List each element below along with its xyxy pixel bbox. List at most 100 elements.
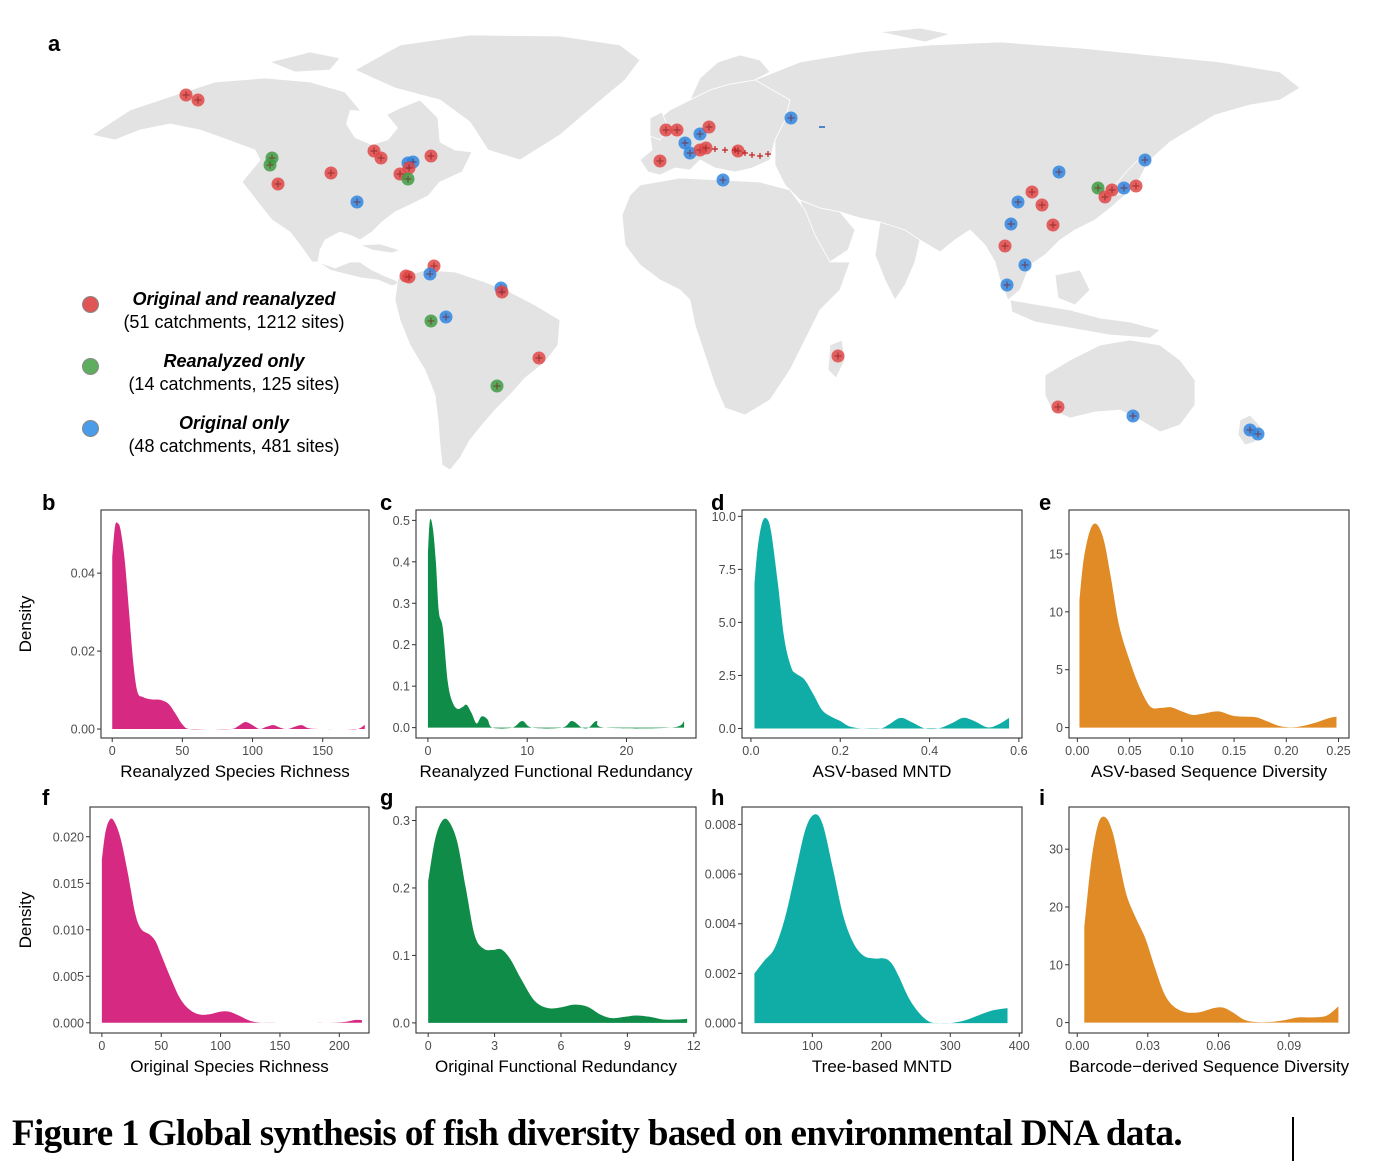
density-plot-e: 0.00 0.05 0.10 0.15 0.20 0.25 0 5 10 15 ASV-based …: [1049, 509, 1351, 781]
site-cross-icon: [1246, 426, 1254, 434]
y-tick-label: 0.5: [393, 514, 410, 528]
x-tick-label: 0.00: [1065, 744, 1089, 758]
x-tick-label: 0.03: [1136, 1039, 1160, 1053]
panel-label-c: c: [380, 490, 393, 515]
y-tick-label: 15: [1049, 547, 1063, 561]
y-tick-label: 5: [1056, 663, 1063, 677]
x-tick-label: 0.06: [1206, 1039, 1230, 1053]
legend-item-original-and-reanalyzed: Original and reanalyzed (51 catchments, …: [78, 288, 378, 350]
x-tick-label: 0.4: [921, 744, 938, 758]
legend-dot-blue: [82, 420, 99, 437]
site-cross-icon: [1108, 186, 1116, 194]
x-tick-label: 50: [175, 744, 189, 758]
x-axis-title: Reanalyzed Functional Redundancy: [419, 762, 693, 781]
site-cross-icon: [1007, 220, 1015, 228]
plot-border: [1068, 806, 1350, 1034]
site-cross-icon: [722, 147, 728, 153]
density-plot-h: 100 200 300 400 0.000 0.002 0.004 0.006 0.008 Tre…: [705, 806, 1030, 1076]
site-cross-icon: [673, 126, 681, 134]
hudson-bay: [346, 110, 398, 145]
y-tick-label: 0.2: [393, 881, 410, 895]
plot-border: [415, 509, 697, 739]
land-australia: [1044, 339, 1196, 433]
x-axis-title: Original Species Richness: [130, 1057, 328, 1076]
site-cross-icon: [787, 114, 795, 122]
x-tick-label: 300: [940, 1039, 961, 1053]
y-tick-label: 0.0: [393, 1016, 410, 1030]
legend-item-reanalyzed-only: Reanalyzed only (14 catchments, 125 site…: [78, 350, 378, 412]
y-tick-label: 0.000: [705, 1017, 736, 1031]
site-cross-icon: [1101, 193, 1109, 201]
y-tick-label: 0: [1056, 721, 1063, 735]
y-tick-label: 0.1: [393, 949, 410, 963]
plot-border: [741, 509, 1023, 739]
density-area-e: [1079, 523, 1337, 728]
x-tick-label: 0: [425, 1039, 432, 1053]
y-tick-label: 10: [1049, 605, 1063, 619]
y-tick-label: 0.02: [71, 645, 95, 659]
site-cross-icon: [353, 198, 361, 206]
site-cross-icon: [427, 152, 435, 160]
text-cursor: [1292, 1117, 1294, 1161]
x-tick-label: 0: [424, 744, 431, 758]
site-cross-icon: [274, 180, 282, 188]
site-cross-icon: [404, 175, 412, 183]
y-tick-label: 0.002: [705, 967, 736, 981]
site-cross-icon: [1132, 182, 1140, 190]
x-axis-title: Original Functional Redundancy: [435, 1057, 677, 1076]
x-tick-label: 10: [520, 744, 534, 758]
density-area-d: [754, 517, 1010, 730]
site-cross-icon: [1028, 188, 1036, 196]
site-cross-icon: [1021, 261, 1029, 269]
land-greenland: [354, 34, 641, 161]
site-cross-icon: [327, 169, 335, 177]
density-plot-c: 0 10 20 0.0 0.1 0.2 0.3 0.4 0.5 Reanalyzed Functi…: [393, 509, 697, 781]
x-axis-title: Barcode−derived Sequence Diversity: [1069, 1057, 1350, 1076]
x-tick-label: 100: [802, 1039, 823, 1053]
land-indonesia: [1009, 299, 1161, 339]
legend-title: Original only: [178, 413, 289, 433]
legend-detail: (48 catchments, 481 sites): [128, 436, 340, 456]
y-tick-label: 0.006: [705, 868, 736, 882]
y-tick-label: 0.00: [71, 723, 95, 737]
panel-label-h: h: [711, 785, 725, 810]
site-cross-icon: [370, 147, 378, 155]
x-tick-label: 0.2: [832, 744, 849, 758]
site-cross-icon: [1003, 281, 1011, 289]
y-tick-label: 0.0: [393, 721, 410, 735]
y-tick-label: 10.0: [712, 510, 736, 524]
density-plot-b: 0 50 100 150 0.00 0.02 0.04 Reanalyzed Species …: [16, 509, 370, 781]
map-legend: Original and reanalyzed (51 catchments, …: [78, 288, 378, 474]
site-cross-icon: [498, 288, 506, 296]
x-tick-label: 0: [98, 1039, 105, 1053]
y-tick-label: 0.3: [393, 597, 410, 611]
x-tick-label: 9: [624, 1039, 631, 1053]
site-cross-icon: [702, 144, 710, 152]
site-cross-icon: [686, 149, 694, 157]
x-tick-label: 0.09: [1277, 1039, 1301, 1053]
figure-caption: Figure 1 Global synthesis of fish divers…: [12, 1113, 1183, 1154]
x-tick-label: 0.25: [1326, 744, 1350, 758]
x-axis-title: ASV-based MNTD: [813, 762, 952, 781]
x-tick-label: 6: [558, 1039, 565, 1053]
site-cross-icon: [1001, 242, 1009, 250]
legend-title: Original and reanalyzed: [132, 289, 336, 309]
panel-label-g: g: [380, 785, 394, 810]
x-tick-label: 200: [871, 1039, 892, 1053]
land-central-america: [317, 261, 401, 287]
world-map: [90, 27, 1301, 471]
x-tick-label: 3: [491, 1039, 498, 1053]
panel-label-f: f: [42, 785, 50, 810]
site-cross-icon: [1129, 412, 1137, 420]
x-tick-label: 150: [312, 744, 333, 758]
x-tick-label: 12: [687, 1039, 701, 1053]
density-area-c: [427, 518, 685, 729]
plot-border: [89, 806, 370, 1034]
legend-dot-green: [82, 358, 99, 375]
site-cross-icon: [1038, 201, 1046, 209]
y-tick-label: 0.2: [393, 638, 410, 652]
site-markers: [179, 88, 1265, 441]
y-tick-label: 2.5: [719, 669, 736, 683]
density-plot-g: 0 3 6 9 12 0.0 0.1 0.2 0.3 Original Functional Re…: [393, 806, 701, 1076]
y-tick-label: 0.0: [719, 722, 736, 736]
